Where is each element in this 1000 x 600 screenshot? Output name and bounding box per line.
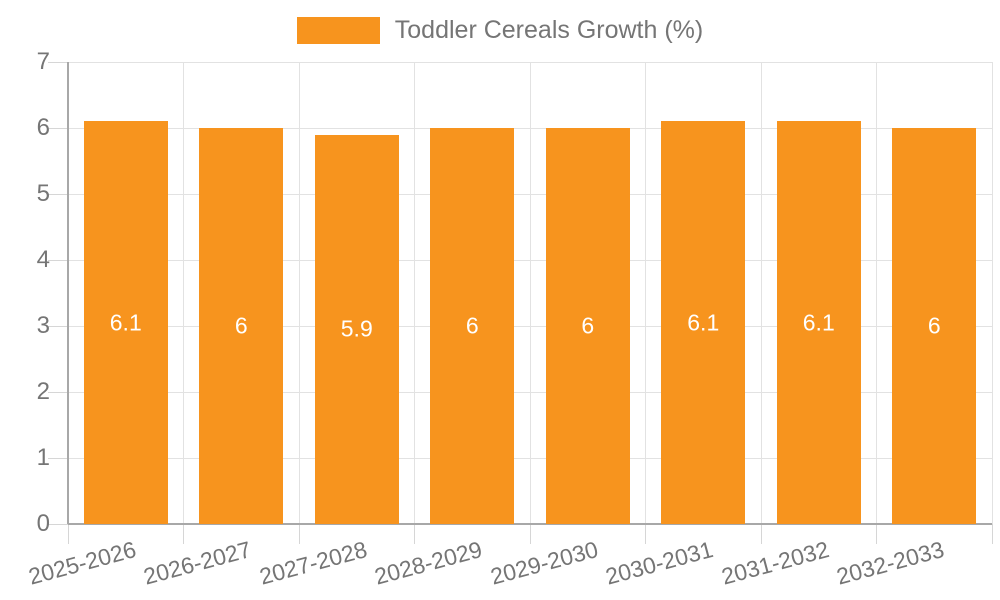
x-axis-label: 2027-2028	[256, 536, 370, 590]
v-gridline	[183, 62, 184, 524]
bar	[545, 128, 630, 524]
x-axis-label: 2028-2029	[371, 536, 485, 590]
y-tick	[48, 457, 68, 459]
bar-value-label: 6	[234, 312, 248, 339]
x-tick	[529, 524, 531, 544]
y-tick-label: 3	[36, 312, 50, 339]
plot-area: 0 1 2 3 4 5 6 7 6.1 2025-2026 6 2026-2027 5.9 2027-20…	[25, 48, 993, 590]
legend: Toddler Cereals Growth (%)	[0, 16, 1000, 45]
y-tick	[48, 391, 68, 393]
v-gridline	[991, 62, 993, 524]
y-tick-label: 1	[36, 444, 50, 471]
bar	[776, 121, 861, 524]
x-tick	[67, 524, 69, 544]
x-axis-label: 2026-2027	[140, 536, 254, 590]
legend-item[interactable]: Toddler Cereals Growth (%)	[296, 16, 704, 45]
x-axis-line	[68, 523, 992, 525]
x-axis-label: 2025-2026	[25, 536, 139, 590]
bar-value-label: 6	[581, 312, 595, 339]
y-tick	[48, 61, 68, 63]
v-gridline	[876, 62, 877, 524]
y-tick-label: 2	[36, 378, 50, 405]
x-axis-label: 2031-2032	[718, 536, 832, 590]
y-axis-line	[67, 62, 69, 524]
x-tick	[414, 524, 415, 544]
v-gridline	[760, 62, 762, 524]
bar-value-label: 6.1	[687, 309, 720, 336]
v-gridline	[414, 62, 415, 524]
x-axis-label: 2030-2031	[602, 536, 716, 590]
y-tick	[48, 127, 68, 129]
bar	[892, 128, 977, 524]
y-tick	[48, 259, 68, 261]
y-tick	[48, 523, 68, 525]
bar	[314, 134, 399, 524]
y-tick	[48, 325, 68, 327]
x-tick	[760, 524, 762, 544]
x-axis-label: 2032-2033	[833, 536, 947, 590]
legend-swatch	[296, 17, 380, 44]
bar-value-label: 6	[465, 312, 479, 339]
bar-value-label: 6.1	[802, 309, 835, 336]
x-tick	[298, 524, 300, 544]
y-tick-label: 5	[36, 180, 50, 207]
bar	[199, 128, 284, 524]
v-gridline	[529, 62, 531, 524]
y-tick-label: 7	[36, 48, 50, 75]
v-gridline	[645, 62, 646, 524]
y-tick	[48, 193, 68, 195]
x-axis-label: 2029-2030	[487, 536, 601, 590]
bar	[83, 121, 168, 524]
x-tick	[876, 524, 877, 544]
bar-value-label: 5.9	[340, 315, 373, 342]
y-tick-label: 4	[36, 246, 50, 273]
bar	[661, 121, 746, 524]
bar-value-label: 6.1	[109, 309, 142, 336]
bar	[430, 128, 515, 524]
v-gridline	[298, 62, 300, 524]
legend-label: Toddler Cereals Growth (%)	[394, 16, 704, 44]
x-tick	[645, 524, 646, 544]
y-tick-label: 6	[36, 114, 50, 141]
x-tick	[991, 524, 993, 544]
bar-value-label: 6	[927, 312, 941, 339]
x-tick	[183, 524, 184, 544]
y-tick-label: 0	[36, 510, 50, 537]
